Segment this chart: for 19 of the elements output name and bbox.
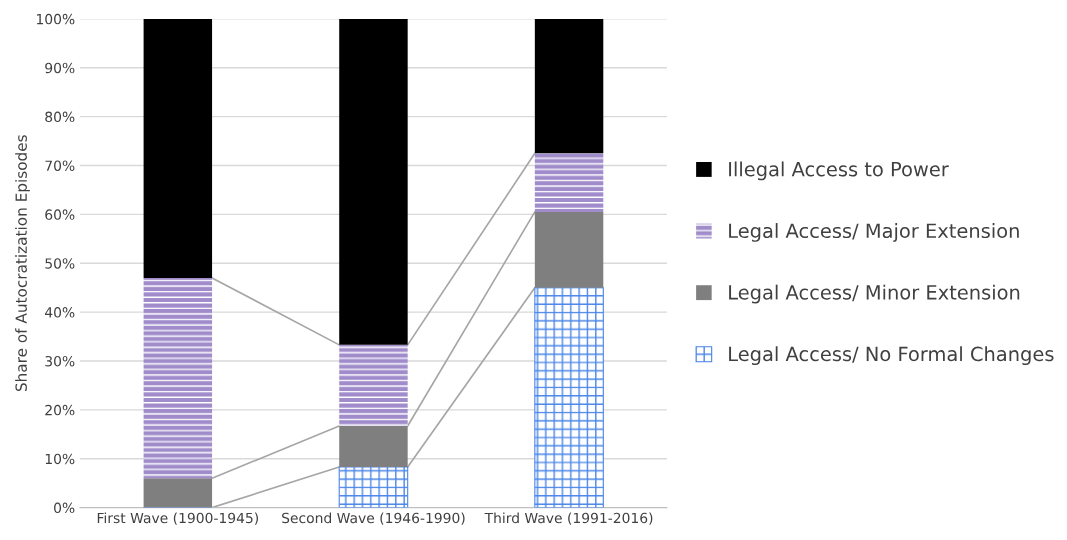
y-tick-label: 90% bbox=[45, 62, 75, 74]
y-tick-label: 40% bbox=[44, 307, 75, 318]
y-axis-title: Share of Autocratization Episodes bbox=[15, 135, 30, 392]
x-tick-label: Third Wave (1991-2016) bbox=[484, 512, 653, 525]
legend-label: Legal Access/ Minor Extension bbox=[729, 284, 1020, 304]
y-tick-label: 100% bbox=[36, 13, 75, 25]
x-tick-label: First Wave (1900-1945) bbox=[97, 512, 258, 525]
x-tick-label: Second Wave (1946-1990) bbox=[282, 512, 465, 525]
y-tick-label: 70% bbox=[45, 160, 75, 171]
y-tick-label: 30% bbox=[45, 355, 75, 367]
y-tick-label: 80% bbox=[45, 111, 75, 123]
y-tick-label: 10% bbox=[45, 453, 75, 465]
y-tick-label: 20% bbox=[45, 404, 75, 416]
y-tick-label: 0% bbox=[54, 502, 75, 514]
y-tick-label: 50% bbox=[45, 258, 75, 269]
legend-label: Legal Access/ Major Extension bbox=[729, 223, 1019, 242]
legend-label: Legal Access/ No Formal Changes bbox=[729, 346, 1054, 366]
y-tick-label: 60% bbox=[45, 209, 75, 220]
legend-label: Illegal Access to Power bbox=[729, 161, 949, 181]
